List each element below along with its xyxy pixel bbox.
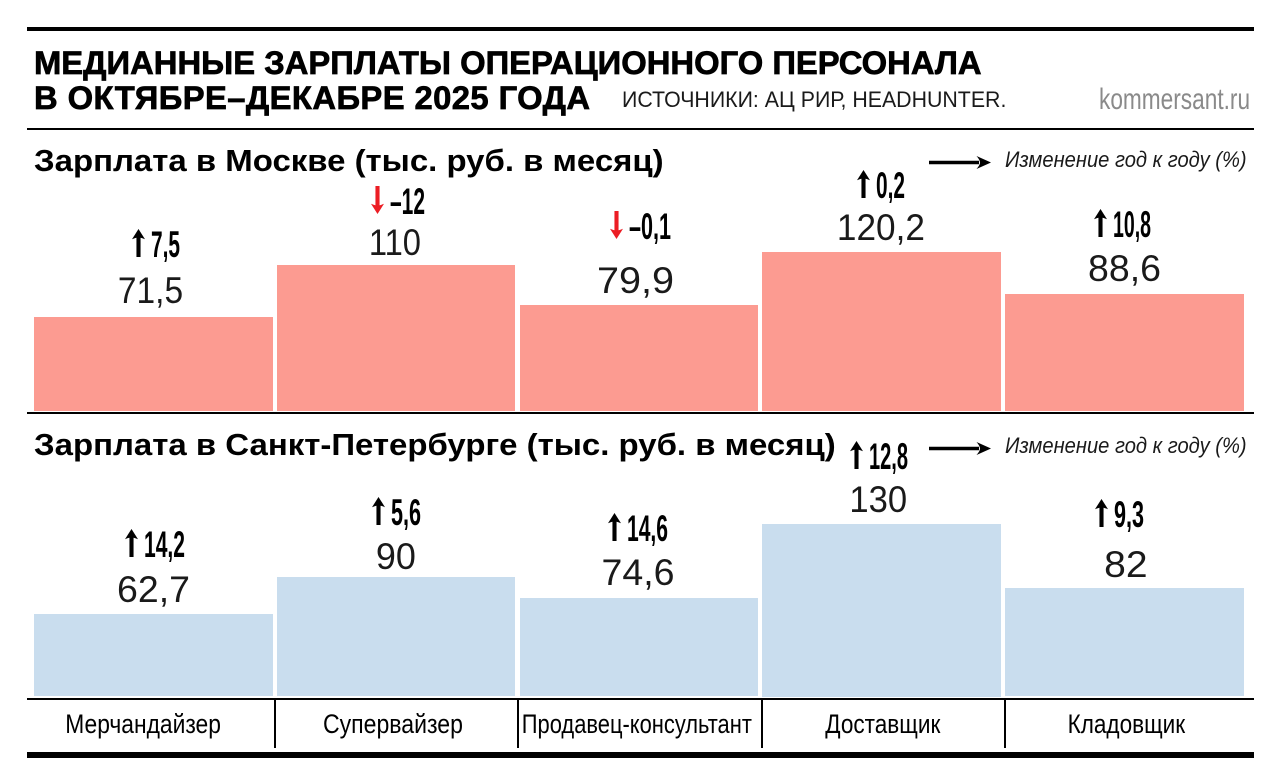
svg-text:–12: –12 [390,183,425,219]
svg-text:14,6: 14,6 [627,510,668,546]
svg-text:9,3: 9,3 [1114,496,1144,532]
svg-text:0,2: 0,2 [876,167,905,203]
svg-text:–0,1: –0,1 [629,208,671,244]
svg-text:12,8: 12,8 [869,438,908,474]
svg-text:7,5: 7,5 [151,226,180,262]
svg-text:14,2: 14,2 [144,526,185,562]
svg-text:10,8: 10,8 [1113,206,1151,242]
svg-text:5,6: 5,6 [391,494,421,530]
